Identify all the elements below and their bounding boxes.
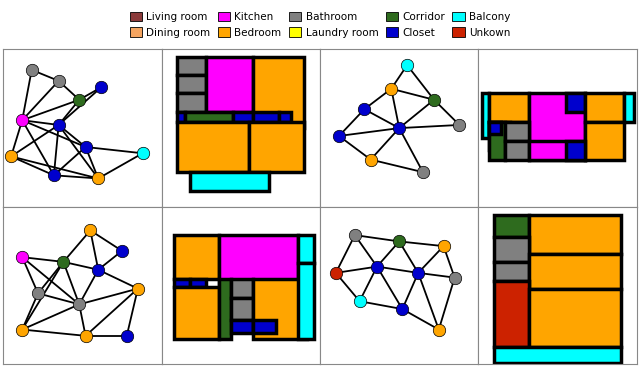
Bar — [253, 112, 279, 122]
Point — [17, 326, 28, 332]
Point — [429, 97, 439, 103]
Point — [6, 153, 16, 159]
Point — [49, 172, 59, 178]
Bar — [177, 112, 186, 122]
Point — [54, 78, 64, 84]
Bar — [494, 281, 529, 347]
Point — [418, 169, 428, 175]
Legend: Living room, Dining room, Kitchen, Bedroom, Bathroom, Laundry room, Corridor, Cl: Living room, Dining room, Kitchen, Bedro… — [130, 12, 510, 38]
Point — [81, 333, 91, 339]
Point — [93, 267, 104, 273]
Point — [402, 62, 412, 68]
Bar — [494, 214, 529, 237]
Bar — [231, 279, 253, 298]
Bar — [506, 141, 529, 160]
Bar — [494, 347, 621, 363]
Bar — [584, 93, 624, 122]
Point — [132, 286, 143, 292]
Point — [397, 306, 408, 312]
Point — [349, 232, 360, 238]
Bar — [190, 279, 206, 287]
Bar — [177, 122, 249, 172]
Bar — [206, 57, 253, 112]
Bar — [584, 122, 624, 160]
Point — [386, 86, 396, 92]
Point — [27, 67, 37, 73]
Bar — [177, 93, 206, 112]
Bar — [177, 57, 206, 75]
Bar — [233, 112, 253, 122]
Bar — [529, 141, 584, 160]
Bar — [566, 141, 584, 160]
Bar — [481, 93, 490, 138]
Bar — [177, 75, 206, 93]
Bar — [490, 122, 506, 160]
Bar — [298, 264, 314, 339]
Point — [359, 106, 369, 112]
Point — [122, 333, 132, 339]
Point — [394, 239, 404, 244]
Point — [355, 298, 365, 304]
Bar — [186, 112, 233, 122]
Point — [365, 157, 376, 163]
Point — [413, 270, 423, 276]
Bar — [506, 122, 529, 141]
Bar — [529, 289, 621, 347]
Bar — [219, 235, 298, 290]
Point — [331, 270, 341, 276]
Bar — [219, 279, 231, 339]
Point — [454, 122, 465, 128]
Bar — [249, 122, 304, 172]
Bar — [174, 287, 219, 339]
Point — [85, 227, 95, 234]
Point — [74, 97, 84, 103]
Point — [394, 125, 404, 131]
Bar — [624, 93, 634, 122]
Bar — [174, 235, 219, 279]
Point — [17, 117, 28, 123]
Bar — [490, 122, 500, 134]
Bar — [490, 122, 510, 150]
Point — [434, 326, 444, 332]
Bar — [529, 254, 621, 289]
Bar — [490, 122, 500, 136]
Bar — [529, 93, 584, 160]
Bar — [231, 298, 253, 320]
Bar — [253, 57, 304, 128]
Point — [17, 254, 28, 260]
Point — [117, 248, 127, 254]
Point — [372, 264, 382, 269]
Bar — [494, 237, 529, 262]
Point — [81, 144, 91, 150]
Bar — [174, 279, 190, 287]
Bar — [494, 262, 529, 281]
Bar — [566, 93, 584, 112]
Bar — [298, 235, 314, 264]
Bar — [190, 172, 269, 191]
Point — [74, 302, 84, 307]
Bar — [529, 214, 621, 254]
Point — [334, 133, 344, 139]
Point — [93, 176, 104, 182]
Bar — [490, 93, 529, 122]
Bar — [253, 279, 307, 339]
Bar — [279, 112, 291, 122]
Point — [138, 150, 148, 156]
Point — [33, 291, 43, 296]
Point — [449, 274, 460, 280]
Point — [54, 122, 64, 128]
Bar — [231, 320, 253, 333]
Point — [438, 243, 449, 249]
Bar — [253, 320, 276, 333]
Point — [58, 259, 68, 265]
Point — [96, 84, 106, 90]
